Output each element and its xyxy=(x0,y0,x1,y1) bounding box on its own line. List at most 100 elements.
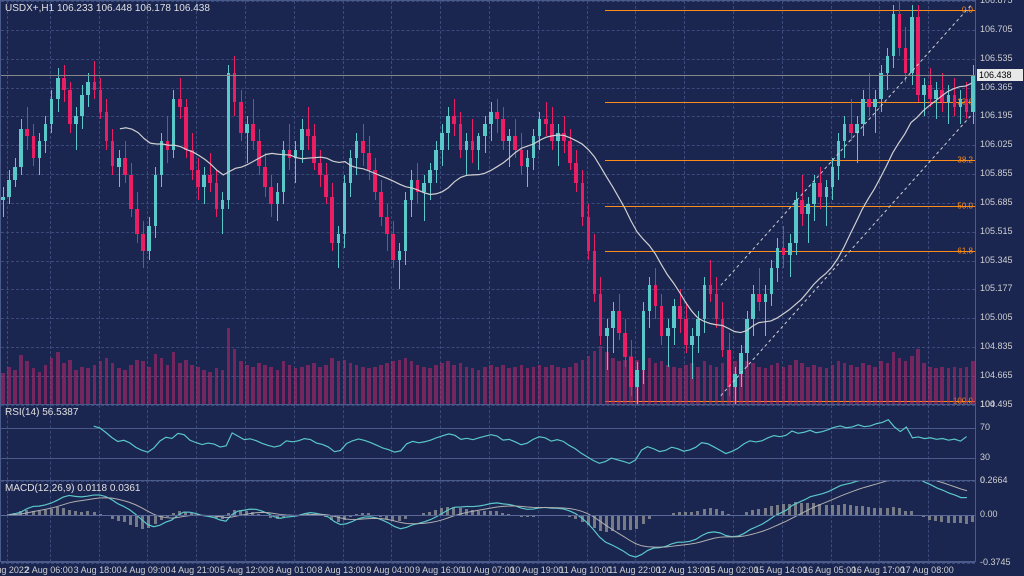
volume-bar xyxy=(776,363,780,404)
volume-bar xyxy=(922,363,926,404)
volume-bar xyxy=(831,365,835,404)
x-tick-label: 16 Aug 17:00 xyxy=(852,565,905,575)
volume-bar xyxy=(770,365,774,404)
chart-container: USDX+,H1 106.233 106.448 106.178 106.438… xyxy=(0,0,976,562)
volume-bar xyxy=(788,365,792,404)
volume-bar xyxy=(794,360,798,404)
x-tick-label: 9 Aug 16:00 xyxy=(415,565,463,575)
volume-bar xyxy=(703,361,707,404)
volume-bar xyxy=(934,368,938,404)
volume-bar xyxy=(520,365,524,404)
y-tick-label: 104.665 xyxy=(980,370,1013,380)
volume-bar xyxy=(215,368,219,404)
volume-bar xyxy=(178,363,182,404)
volume-bar xyxy=(800,363,804,404)
volume-bar xyxy=(221,370,225,404)
y-tick-label: 105.177 xyxy=(980,283,1013,293)
volume-bar xyxy=(806,367,810,404)
volume-bar xyxy=(861,363,865,404)
volume-bar xyxy=(361,367,365,404)
volume-bar xyxy=(898,358,902,404)
volume-bar xyxy=(904,361,908,404)
volume-bar xyxy=(440,363,444,404)
x-tick-label: 5 Aug 12:00 xyxy=(220,565,268,575)
volume-bar xyxy=(44,365,48,404)
volume-bar xyxy=(196,367,200,404)
volume-bar xyxy=(282,361,286,404)
volume-bar xyxy=(93,365,97,404)
y-tick-label: 106.705 xyxy=(980,24,1013,34)
volume-bar xyxy=(562,368,566,404)
volume-bar xyxy=(7,367,11,404)
volume-bar xyxy=(696,367,700,404)
volume-bar xyxy=(68,360,72,404)
volume-bar xyxy=(269,367,273,404)
volume-bar xyxy=(910,356,914,404)
fib-label: 38.2 xyxy=(957,155,973,164)
volume-bar xyxy=(751,363,755,404)
volume-bar xyxy=(330,358,334,404)
fib-level xyxy=(605,102,975,103)
volume-bar xyxy=(825,368,829,404)
volume-bar xyxy=(154,354,158,404)
volume-bar xyxy=(245,365,249,404)
y-tick-label: 106.025 xyxy=(980,139,1013,149)
volume-bar xyxy=(416,365,420,404)
volume-bar xyxy=(928,367,932,404)
y-tick-label: 105.345 xyxy=(980,255,1013,265)
volume-bar xyxy=(385,363,389,404)
volume-bar xyxy=(257,363,261,404)
fib-label: 50.0 xyxy=(957,201,973,210)
volume-bar xyxy=(379,365,383,404)
volume-bar xyxy=(764,368,768,404)
volume-bar xyxy=(507,368,511,404)
x-tick-label: 3 Aug 18:00 xyxy=(74,565,122,575)
volume-bar xyxy=(337,361,341,404)
volume-bar xyxy=(812,365,816,404)
y-tick-label: 106.535 xyxy=(980,53,1013,63)
volume-bar xyxy=(276,370,280,404)
price-panel[interactable]: USDX+,H1 106.233 106.448 106.178 106.438… xyxy=(1,1,975,405)
volume-bar xyxy=(373,367,377,404)
macd-panel[interactable]: MACD(12,26,9) 0.0118 0.0361 xyxy=(1,481,975,563)
volume-bar xyxy=(757,367,761,404)
volume-bar xyxy=(574,363,578,404)
volume-bar xyxy=(166,365,170,404)
volume-bar xyxy=(654,363,658,404)
rsi-panel[interactable]: RSI(14) 56.5387 xyxy=(1,405,975,481)
symbol-header: USDX+,H1 106.233 106.448 106.178 106.438 xyxy=(5,3,210,14)
volume-bar xyxy=(208,372,212,404)
volume-bar xyxy=(141,361,145,404)
y-tick-label: 105.685 xyxy=(980,197,1013,207)
y-tick-label: 105.515 xyxy=(980,226,1013,236)
volume-bar xyxy=(129,365,133,404)
volume-bar xyxy=(501,365,505,404)
volume-bar xyxy=(300,367,304,404)
volume-bar xyxy=(666,365,670,404)
volume-bar xyxy=(617,361,621,404)
x-axis: 2 Aug 20222 Aug 06:003 Aug 18:004 Aug 09… xyxy=(0,562,976,576)
volume-bar xyxy=(123,370,127,404)
volume-bar xyxy=(672,367,676,404)
volume-bar xyxy=(715,367,719,404)
volume-bar xyxy=(837,361,841,404)
volume-bar xyxy=(721,363,725,404)
x-tick-label: 8 Aug 13:00 xyxy=(318,565,366,575)
volume-bar xyxy=(422,367,426,404)
volume-bar xyxy=(745,361,749,404)
volume-bar xyxy=(38,372,42,404)
volume-bar xyxy=(843,363,847,404)
volume-bar xyxy=(99,361,103,404)
volume-bar xyxy=(404,358,408,404)
y-tick-label: 106.195 xyxy=(980,110,1013,120)
volume-bar xyxy=(117,368,121,404)
x-tick-label: 10 Aug 07:00 xyxy=(461,565,514,575)
volume-bar xyxy=(879,361,883,404)
x-tick-label: 12 Aug 13:00 xyxy=(657,565,710,575)
volume-bar xyxy=(13,370,17,404)
volume-bar xyxy=(367,368,371,404)
macd-label: MACD(12,26,9) 0.0118 0.0361 xyxy=(5,483,140,494)
volume-bar xyxy=(544,367,548,404)
volume-bar xyxy=(410,361,414,404)
volume-bar xyxy=(172,352,176,404)
